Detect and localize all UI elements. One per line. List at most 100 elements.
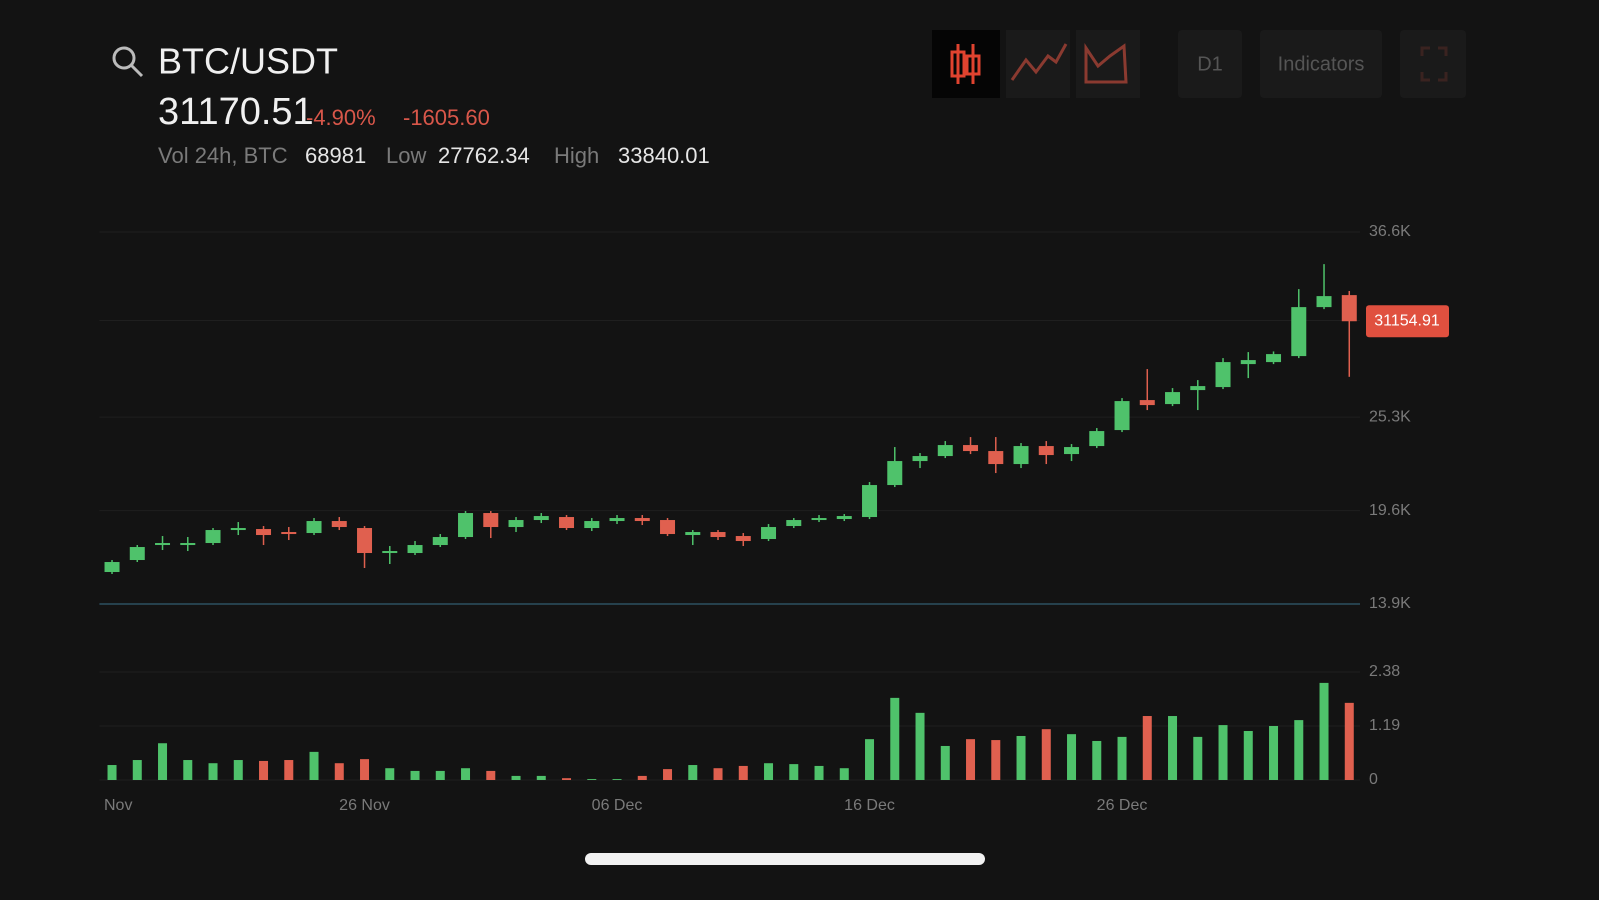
x-tick-label: 26 Dec bbox=[1097, 797, 1148, 814]
volume-bar bbox=[865, 739, 875, 780]
candle-body bbox=[129, 547, 145, 561]
candle-body bbox=[660, 520, 676, 535]
fullscreen-button[interactable] bbox=[1400, 30, 1466, 98]
candle-body bbox=[508, 520, 524, 528]
last-price-label: 31154.91 bbox=[1374, 312, 1440, 329]
candle-body bbox=[887, 461, 903, 486]
volume-bar bbox=[940, 745, 950, 780]
volume-bar bbox=[1319, 682, 1329, 780]
volume-bar bbox=[107, 765, 117, 780]
volume-bar bbox=[915, 712, 925, 780]
fullscreen-icon bbox=[1420, 46, 1448, 82]
candle-body bbox=[1190, 386, 1206, 391]
candle-body bbox=[1240, 360, 1256, 365]
volume-bar bbox=[1218, 725, 1228, 780]
interval-button[interactable] bbox=[1178, 30, 1242, 98]
volume-bar bbox=[1142, 716, 1152, 780]
volume-bar bbox=[1016, 735, 1026, 780]
candle-body bbox=[357, 528, 373, 554]
volume-bar bbox=[764, 763, 774, 780]
volume-bar bbox=[1269, 726, 1279, 780]
candle-body bbox=[685, 532, 701, 536]
y-tick-label: 2.38 bbox=[1369, 663, 1400, 680]
volume-bar bbox=[688, 765, 698, 780]
candle-body bbox=[155, 543, 171, 546]
candle-body bbox=[205, 530, 221, 544]
price: 31170.51 bbox=[158, 91, 314, 133]
volume-bar bbox=[435, 770, 445, 780]
line-icon bbox=[1010, 43, 1068, 81]
volume-bar bbox=[637, 775, 647, 780]
candle-body bbox=[836, 516, 852, 520]
volume-bar bbox=[663, 769, 673, 780]
interval-label: D1 bbox=[1197, 53, 1223, 75]
volume-bar bbox=[1294, 720, 1304, 780]
candle-body bbox=[912, 456, 928, 462]
search-lens bbox=[112, 46, 136, 70]
candle-body bbox=[306, 521, 322, 534]
x-tick-label: 06 Dec bbox=[592, 797, 643, 814]
volume-bar bbox=[789, 764, 799, 780]
last-price-tag bbox=[1366, 305, 1449, 338]
candle-body bbox=[1266, 354, 1282, 363]
volume-bar bbox=[360, 759, 370, 780]
volume-bar bbox=[1092, 740, 1102, 780]
candle-body bbox=[483, 513, 499, 528]
candle-body bbox=[735, 536, 751, 542]
x-tick-label: Nov bbox=[104, 797, 132, 814]
candle-body bbox=[256, 529, 272, 536]
stat-value: 27762.34 bbox=[438, 143, 530, 168]
candle-body bbox=[811, 518, 827, 521]
candle-body bbox=[432, 537, 448, 546]
volume-bar bbox=[158, 743, 168, 780]
volume-bar bbox=[991, 740, 1001, 780]
y-tick-label: 0 bbox=[1369, 771, 1378, 788]
candle-body bbox=[458, 513, 474, 538]
candle-body bbox=[1215, 362, 1231, 388]
candle-body bbox=[559, 517, 575, 529]
volume-bar bbox=[511, 775, 521, 780]
candle-body bbox=[533, 516, 549, 521]
chart: 13.9K19.6K25.3K31.2K36.6K01.192.38Nov26 … bbox=[99, 223, 1449, 814]
candle-body bbox=[407, 545, 423, 554]
candle-body bbox=[862, 485, 878, 518]
stat-label: High bbox=[554, 143, 599, 168]
volume-bar bbox=[814, 765, 824, 780]
volume-bar bbox=[587, 779, 597, 780]
volume-bar bbox=[536, 775, 546, 780]
volume-bar bbox=[839, 768, 849, 780]
candle-body bbox=[1038, 446, 1054, 456]
candle-body bbox=[988, 451, 1004, 465]
change-percent: -4.90% bbox=[306, 105, 376, 130]
stat-label: Low bbox=[386, 143, 426, 168]
volume-bar bbox=[1168, 716, 1178, 780]
volume-bar bbox=[1243, 730, 1253, 780]
volume-bar bbox=[1067, 734, 1077, 780]
candle-body bbox=[1013, 446, 1029, 465]
candle-body bbox=[104, 562, 120, 573]
candle-body bbox=[937, 445, 953, 457]
change: -1605.60 bbox=[403, 105, 490, 130]
candle-body bbox=[786, 520, 802, 527]
stat-value: 68981 bbox=[305, 143, 366, 168]
volume-bar bbox=[1041, 729, 1051, 780]
candle-icon bbox=[950, 44, 981, 84]
y-tick-label: 13.9K bbox=[1369, 595, 1411, 612]
line-button[interactable] bbox=[1006, 30, 1070, 98]
candle-body bbox=[180, 543, 196, 546]
candle-body bbox=[281, 532, 297, 535]
volume-bar bbox=[1344, 702, 1354, 780]
indicators-button[interactable] bbox=[1260, 30, 1382, 98]
symbol[interactable]: BTC/USDT bbox=[158, 41, 338, 82]
y-tick-label: 25.3K bbox=[1369, 408, 1411, 425]
search-icon[interactable] bbox=[112, 46, 144, 78]
candle-body bbox=[634, 518, 650, 522]
volume-bar bbox=[966, 739, 976, 780]
volume-bar bbox=[890, 697, 900, 780]
volume-bar bbox=[738, 765, 748, 780]
y-tick-label: 36.6K bbox=[1369, 223, 1411, 240]
volume-bar bbox=[385, 768, 395, 780]
